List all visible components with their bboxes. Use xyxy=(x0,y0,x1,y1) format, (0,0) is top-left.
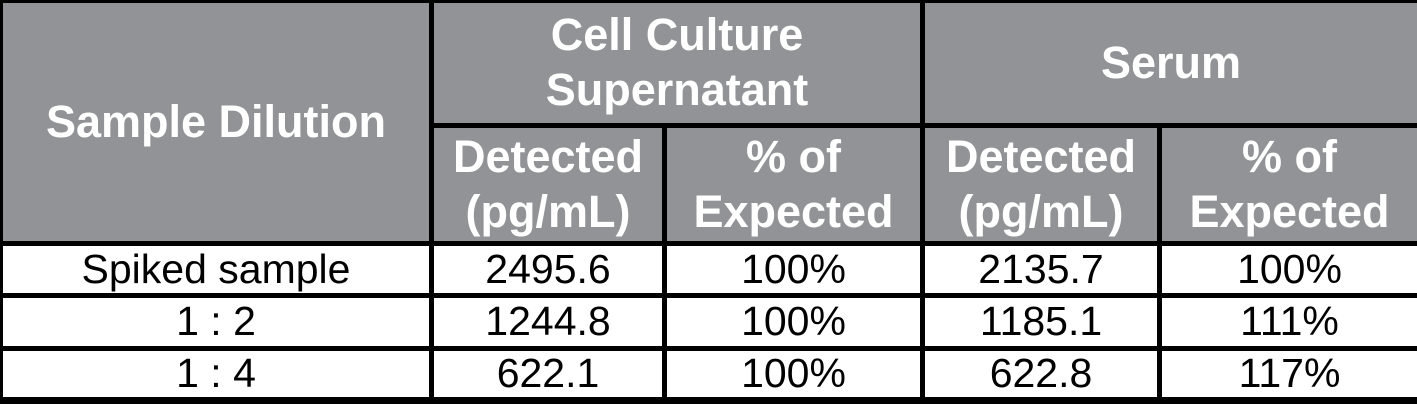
cell-dilution: 1 : 4 xyxy=(0,345,434,405)
table-body: Spiked sample 2495.6 100% 2135.7 100% 1 … xyxy=(0,240,1417,405)
cell-serum-detected: 1185.1 xyxy=(920,293,1162,351)
cell-serum-pct-expected: 117% xyxy=(1157,345,1417,405)
cell-serum-pct-expected: 111% xyxy=(1157,293,1417,351)
cell-cc-pct-expected: 100% xyxy=(662,240,925,299)
cell-cc-detected: 1244.8 xyxy=(429,293,667,351)
cell-cc-detected: 622.1 xyxy=(429,345,667,405)
subheader-cc-detected: Detected (pg/mL) xyxy=(430,123,667,246)
cell-serum-pct-expected: 100% xyxy=(1157,240,1417,299)
header-group-serum: Serum xyxy=(920,0,1417,128)
cell-cc-pct-expected: 100% xyxy=(662,293,925,351)
header-group-cell-culture-supernatant: Cell Culture Supernatant xyxy=(429,0,925,128)
table-header: Sample Dilution Cell Culture Supernatant… xyxy=(0,0,1417,246)
header-group-row: Sample Dilution Cell Culture Supernatant… xyxy=(0,0,1417,246)
cell-dilution: Spiked sample xyxy=(0,240,434,299)
table-row: Spiked sample 2495.6 100% 2135.7 100% xyxy=(0,240,1417,299)
subheader-serum-pct-expected: % of Expected xyxy=(1157,123,1417,246)
table-row: 1 : 2 1244.8 100% 1185.1 111% xyxy=(0,293,1417,351)
cell-dilution: 1 : 2 xyxy=(0,293,434,351)
table-row: 1 : 4 622.1 100% 622.8 117% xyxy=(0,345,1417,405)
cell-serum-detected: 622.8 xyxy=(920,345,1162,405)
header-subheader-row: Detected (pg/mL) % of Expected Detected … xyxy=(2,123,1417,246)
header-sample-dilution: Sample Dilution xyxy=(0,0,434,246)
subheader-serum-detected: Detected (pg/mL) xyxy=(920,123,1162,246)
cell-cc-detected: 2495.6 xyxy=(429,240,667,299)
subheader-cc-pct-expected: % of Expected xyxy=(662,123,925,246)
cell-serum-detected: 2135.7 xyxy=(920,240,1162,299)
cell-cc-pct-expected: 100% xyxy=(662,345,925,405)
